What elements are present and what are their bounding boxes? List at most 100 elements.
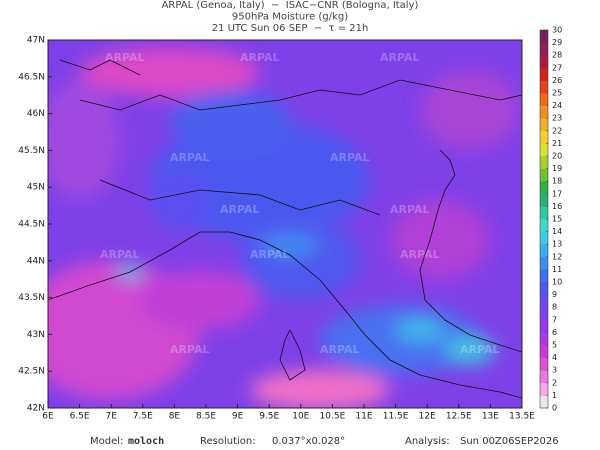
colorbar-label: 21 [552, 139, 562, 148]
colorbar-segment [540, 156, 548, 169]
colorbar-segment [540, 55, 548, 69]
colorbar-label: 14 [552, 227, 562, 236]
lon-label: 6.5E [70, 412, 90, 422]
colorbar-label: 28 [552, 51, 562, 60]
colorbar-label: 7 [552, 315, 557, 324]
colorbar-label: 13 [552, 240, 562, 249]
lat-label: 44N [27, 256, 45, 266]
lat-label: 42.5N [18, 367, 45, 377]
colorbar-label: 20 [552, 152, 562, 161]
watermark: ARPAL [170, 151, 210, 164]
resolution-label: Resolution: [200, 436, 256, 447]
watermark: ARPAL [330, 151, 370, 164]
header-line: ARPAL (Genoa, Italy) − ISAC−CNR (Bologna… [162, 0, 419, 11]
watermark: ARPAL [380, 51, 420, 64]
model-label: Model: [90, 436, 123, 447]
colorbar-label: 30 [552, 26, 562, 35]
colorbar-segment [540, 395, 548, 409]
header-line: 21 UTC Sun 06 SEP − τ = 21h [212, 23, 369, 34]
lon-label: 12E [419, 412, 436, 422]
colorbar-label: 16 [552, 202, 562, 211]
colorbar-label: 12 [552, 252, 562, 261]
lon-label: 10E [292, 412, 309, 422]
colorbar-label: 10 [552, 278, 562, 287]
watermark: ARPAL [460, 343, 500, 356]
colorbar-segment [540, 319, 548, 333]
colorbar-label: 22 [552, 126, 562, 135]
lat-label: 47N [27, 36, 45, 46]
colorbar-label: 8 [552, 303, 557, 312]
colorbar-segment [540, 130, 548, 144]
colorbar-segment [540, 332, 548, 346]
colorbar-segment [540, 105, 548, 119]
lon-label: 12.5E [446, 412, 472, 422]
colorbar-segment [540, 244, 548, 258]
lat-label: 44.5N [18, 220, 45, 230]
colorbar-label: 0 [552, 404, 557, 413]
colorbar-segment [540, 282, 548, 295]
watermark: ARPAL [105, 51, 145, 64]
colorbar-segment [540, 118, 548, 132]
colorbar-label: 4 [552, 353, 557, 362]
colorbar-segment [540, 93, 548, 106]
colorbar-segment [540, 219, 548, 232]
colorbar-segment [540, 370, 548, 384]
colorbar-segment [540, 168, 548, 182]
watermark: ARPAL [220, 203, 260, 216]
lat-label: 46.5N [18, 72, 45, 82]
colorbar-label: 3 [552, 366, 557, 375]
colorbar-label: 6 [552, 328, 557, 337]
lon-label: 7.5E [133, 412, 153, 422]
colorbar-segment [540, 67, 548, 81]
colorbar-label: 17 [552, 189, 562, 198]
lon-label: 8E [169, 412, 181, 422]
colorbar-label: 26 [552, 76, 562, 85]
colorbar-segment [540, 181, 548, 195]
colorbar-label: 15 [552, 215, 562, 224]
lat-label: 45N [27, 183, 45, 193]
watermark: ARPAL [240, 51, 280, 64]
colorbar-label: 11 [552, 265, 562, 274]
colorbar-segment [540, 269, 548, 283]
lat-label: 46N [27, 109, 45, 119]
analysis-value: Sun 00Z06SEP2026 [460, 436, 559, 447]
lon-label: 8.5E [196, 412, 216, 422]
colorbar-segment [540, 143, 548, 157]
colorbar-segment [540, 231, 548, 245]
header-line: 950hPa Moisture (g/kg) [232, 12, 348, 23]
moisture-field: ARPAL ARPAL ARPAL ARPAL ARPAL ARPAL ARPAL ARPAL… [48, 40, 522, 408]
colorbar-segment [540, 382, 548, 396]
lon-label: 9.5E [259, 412, 279, 422]
colorbar-segment [540, 193, 548, 207]
colorbar-label: 24 [552, 101, 562, 110]
colorbar-segment [540, 256, 548, 270]
colorbar-label: 27 [552, 63, 562, 72]
watermarks: ARPAL ARPAL ARPAL ARPAL ARPAL ARPAL ARPAL ARPAL… [100, 51, 500, 356]
analysis-label: Analysis: [405, 436, 450, 447]
colorbar-label: 2 [552, 378, 557, 387]
watermark: ARPAL [400, 248, 440, 261]
colorbar-label: 18 [552, 177, 562, 186]
lat-label: 43N [27, 330, 45, 340]
colorbar-segment [540, 357, 548, 371]
lon-label: 13E [482, 412, 499, 422]
model-name: moloch [128, 436, 164, 447]
colorbar-segment [540, 42, 548, 56]
colorbar-label: 5 [552, 341, 557, 350]
lon-label: 10.5E [320, 412, 346, 422]
colorbar-segment [540, 30, 548, 43]
lon-label: 7E [105, 412, 117, 422]
colorbar-segment [540, 80, 548, 94]
watermark: ARPAL [170, 343, 210, 356]
colorbar-label: 19 [552, 164, 562, 173]
colorbar-label: 9 [552, 290, 557, 299]
colorbar-label: 1 [552, 391, 557, 400]
watermark: ARPAL [320, 343, 360, 356]
watermark: ARPAL [100, 248, 140, 261]
lat-label: 43.5N [18, 293, 45, 303]
lon-label: 11E [355, 412, 372, 422]
watermark: ARPAL [390, 203, 430, 216]
lon-label: 11.5E [383, 412, 409, 422]
lon-label: 9E [232, 412, 244, 422]
